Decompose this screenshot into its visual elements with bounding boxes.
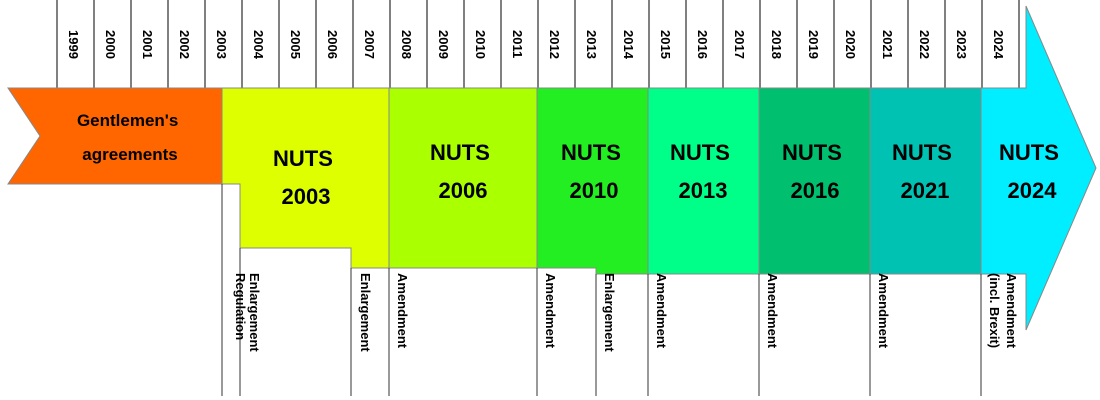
year-label-2006: 2006 bbox=[325, 30, 340, 59]
year-label-2003: 2003 bbox=[214, 30, 229, 59]
year-label-2004: 2004 bbox=[251, 30, 266, 60]
period-segment-nuts-2024 bbox=[980, 5, 1097, 331]
period-label-nuts-2010: NUTS 2010 bbox=[561, 140, 627, 203]
year-label-1999: 1999 bbox=[66, 30, 81, 59]
year-label-2015: 2015 bbox=[658, 30, 673, 59]
year-label-2016: 2016 bbox=[695, 30, 710, 59]
event-label: Enlargement bbox=[247, 273, 262, 352]
year-label-2020: 2020 bbox=[843, 30, 858, 59]
period-label-nuts-2006: NUTS 2006 bbox=[430, 140, 496, 203]
event-label: Amendment bbox=[1004, 273, 1019, 349]
year-header: 1999 2000 2001 2002 2003 2004 2005 2006 2007 2008… bbox=[56, 0, 1020, 89]
event-label: Enlargement bbox=[602, 273, 617, 352]
period-label-nuts-2024: NUTS 2024 bbox=[999, 140, 1065, 203]
year-label-2001: 2001 bbox=[140, 30, 155, 59]
year-label-2013: 2013 bbox=[584, 30, 599, 59]
year-label-2017: 2017 bbox=[732, 30, 747, 59]
year-label-2011: 2011 bbox=[510, 30, 525, 58]
event-label: Amendment bbox=[543, 273, 558, 349]
year-label-2002: 2002 bbox=[177, 30, 192, 59]
year-label-2007: 2007 bbox=[362, 30, 377, 59]
event-label: Amendment bbox=[765, 273, 780, 349]
period-label-nuts-2013: NUTS 2013 bbox=[670, 140, 736, 203]
year-label-2019: 2019 bbox=[806, 30, 821, 59]
year-label-2010: 2010 bbox=[473, 30, 488, 59]
year-label-2024: 2024 bbox=[991, 30, 1006, 60]
event-labels: Regulation Enlargement Enlargement Amendmen… bbox=[233, 273, 1019, 352]
year-label-2005: 2005 bbox=[288, 30, 303, 59]
event-label: (incl. Brexit) bbox=[987, 273, 1002, 348]
period-label-nuts-2021: NUTS 2021 bbox=[892, 140, 958, 203]
year-label-2021: 2021 bbox=[880, 30, 895, 59]
event-label: Regulation bbox=[233, 273, 248, 340]
arrow-segments bbox=[7, 5, 1097, 331]
period-labels: NUTS 2003 NUTS 2006 NUTS 2010 NUTS 2013 … bbox=[273, 140, 1065, 209]
year-label-2022: 2022 bbox=[917, 30, 932, 59]
event-label: Enlargement bbox=[358, 273, 373, 352]
pre-period-label: Gentlemen's agreements bbox=[77, 111, 183, 164]
year-label-2000: 2000 bbox=[103, 30, 118, 59]
year-label-2014: 2014 bbox=[621, 30, 636, 60]
year-label-2023: 2023 bbox=[954, 30, 969, 59]
period-label-nuts-2003: NUTS 2003 bbox=[273, 146, 339, 209]
event-label: Amendment bbox=[876, 273, 891, 349]
period-segment-nuts-2003 bbox=[221, 87, 390, 269]
event-label: Amendment bbox=[654, 273, 669, 349]
year-label-2012: 2012 bbox=[547, 30, 562, 59]
event-label: Amendment bbox=[395, 273, 410, 349]
period-label-nuts-2016: NUTS 2016 bbox=[782, 140, 848, 203]
pre-period-segment bbox=[7, 87, 223, 185]
year-label-2008: 2008 bbox=[399, 30, 414, 59]
event-lines bbox=[221, 184, 982, 396]
year-label-2018: 2018 bbox=[769, 30, 784, 59]
year-label-2009: 2009 bbox=[436, 30, 451, 59]
